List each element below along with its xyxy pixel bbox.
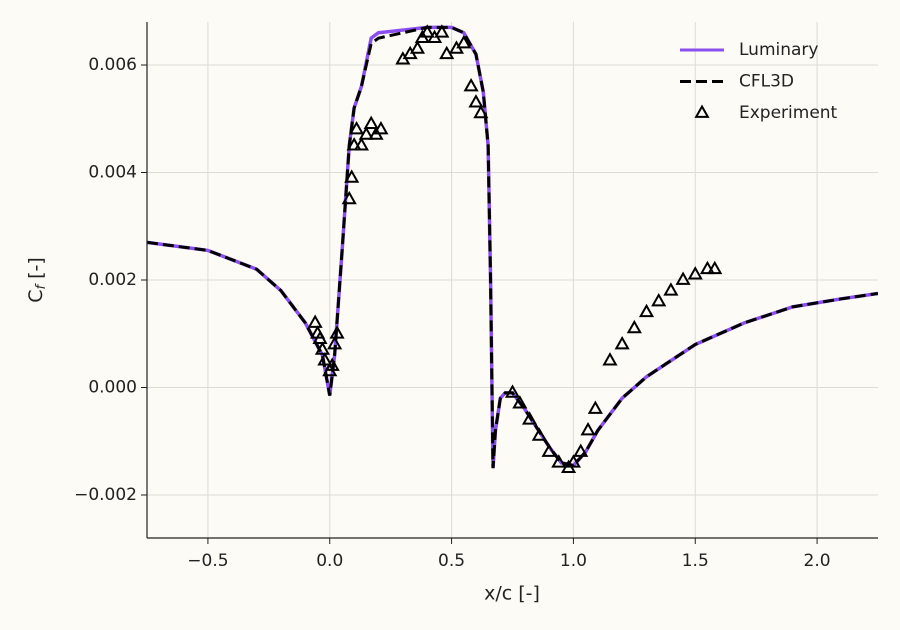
y-tick-label: −0.002 [74, 485, 137, 505]
y-tick-label: 0.006 [88, 55, 137, 75]
x-tick-label: 2.0 [804, 551, 831, 571]
marker [626, 319, 642, 334]
marker [456, 34, 472, 49]
marker [573, 443, 589, 457]
marker [638, 303, 655, 318]
marker [580, 421, 596, 436]
marker [346, 137, 362, 151]
legend-marker [694, 104, 710, 118]
marker [409, 40, 426, 54]
marker [363, 115, 379, 130]
marker [353, 137, 369, 151]
marker [307, 314, 323, 328]
marker [312, 330, 328, 345]
x-tick-label: 0.0 [316, 551, 343, 571]
marker [317, 352, 333, 366]
marker [434, 24, 450, 38]
marker [707, 260, 723, 275]
marker [473, 104, 489, 119]
marker [687, 266, 703, 280]
marker [329, 325, 345, 339]
marker [699, 260, 715, 275]
y-tick-label: 0.002 [88, 270, 137, 290]
marker [504, 384, 521, 398]
legend-label: Luminary [739, 40, 818, 60]
line-dashed [147, 25, 878, 469]
marker [541, 443, 557, 457]
marker [373, 120, 389, 135]
y-tick-label: 0.000 [88, 378, 137, 398]
legend-label: CFL3D [739, 72, 794, 92]
x-axis-label: x/c [-] [484, 583, 540, 605]
marker [468, 94, 484, 108]
x-tick-label: 0.5 [438, 551, 465, 571]
y-axis-label: Cf [-] [25, 257, 49, 303]
marker [512, 395, 528, 409]
x-tick-label: 1.5 [682, 551, 709, 571]
marker [324, 357, 340, 371]
marker [614, 335, 630, 350]
marker [602, 352, 618, 366]
y-label-main: C [25, 290, 47, 303]
y-label-unit: [-] [25, 257, 47, 285]
marker [587, 400, 603, 414]
x-tick-label: −0.5 [187, 551, 228, 571]
x-tick-label: 1.0 [560, 551, 587, 571]
marker [327, 335, 343, 350]
marker [675, 271, 691, 285]
marker [651, 292, 667, 307]
marker [341, 190, 357, 205]
marker [521, 411, 538, 425]
y-label-sub: f [34, 283, 49, 290]
marker [551, 454, 567, 468]
marker [314, 341, 330, 355]
marker [419, 24, 435, 38]
marker [358, 126, 374, 140]
marker [565, 454, 581, 468]
marker [663, 282, 679, 296]
marker [344, 169, 360, 183]
legend-label: Experiment [739, 103, 838, 123]
marker [531, 427, 547, 441]
y-tick-label: 0.004 [88, 163, 137, 183]
marker [348, 120, 365, 135]
marker [463, 77, 479, 92]
